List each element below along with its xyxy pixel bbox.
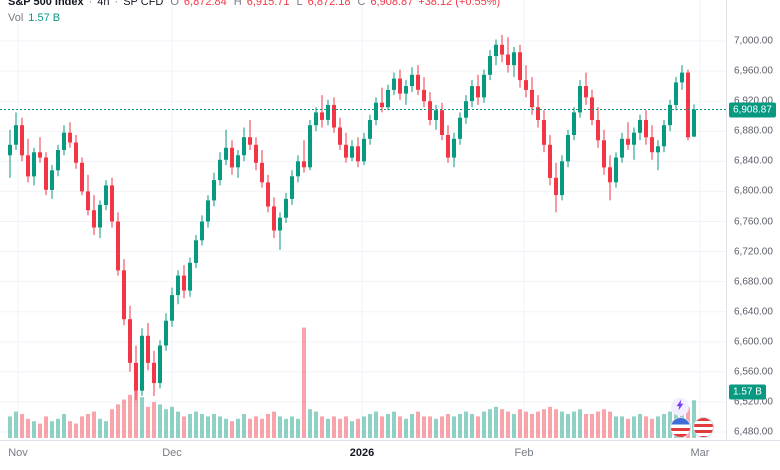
- price-tick-label: 6,840.00: [734, 155, 773, 167]
- low-label: L: [296, 0, 303, 8]
- price-tick-label: 6,800.00: [734, 185, 773, 197]
- price-tick-label: 6,920.00: [734, 96, 773, 107]
- price-tick-label: 6,640.00: [734, 306, 773, 318]
- price-tick-label: 6,600.00: [734, 336, 773, 348]
- price-axis[interactable]: 7,000.00 6,960.00 6,920.00 6,880.00 6,840.00…: [726, 0, 780, 440]
- price-tick-label: 6,720.00: [734, 246, 773, 257]
- close-label: C: [357, 0, 366, 8]
- time-tick-feb: Feb: [514, 447, 534, 459]
- volume-label: Vol: [8, 12, 24, 24]
- price-tick-label: 6,880.00: [734, 125, 773, 137]
- time-tick-nov: Nov: [8, 447, 28, 459]
- low-value: 6,872.18: [307, 0, 351, 8]
- change-value: +38.12 (+0.55%): [418, 0, 501, 8]
- flag-icon-1[interactable]: [670, 417, 691, 438]
- lightning-icon: [674, 398, 686, 416]
- volume-badge: 1.57 B: [729, 384, 766, 400]
- flag-icon-2[interactable]: [693, 417, 714, 438]
- high-label: H: [233, 0, 242, 8]
- volume-legend[interactable]: Vol 1.57 B: [8, 12, 60, 24]
- price-tick-label: 6,680.00: [734, 276, 773, 288]
- candlestick-chart[interactable]: [0, 0, 726, 440]
- close-value: 6,908.87: [370, 0, 414, 8]
- last-price-badge: 6,908.87: [729, 102, 776, 117]
- volume-series: [8, 327, 696, 438]
- open-value: 6,872.84: [183, 0, 227, 8]
- price-tick-label: 6,520.00: [734, 396, 773, 408]
- price-tick-label: 6,560.00: [734, 366, 773, 378]
- lightning-button[interactable]: [671, 398, 689, 416]
- symbol-legend[interactable]: S&P 500 Index · 4h · SP CFD O 6,872.84 H…: [8, 0, 500, 8]
- time-tick-dec: Dec: [162, 447, 182, 459]
- volume-value: 1.57 B: [28, 12, 61, 24]
- time-tick-2026: 2026: [349, 447, 375, 459]
- candles-series: [8, 35, 696, 401]
- price-tick-label: 7,000.00: [734, 35, 773, 47]
- time-tick-mar: Mar: [690, 447, 710, 459]
- high-value: 6,915.71: [246, 0, 290, 8]
- market-label: SP CFD: [123, 0, 164, 8]
- symbol-name[interactable]: S&P 500 Index: [8, 0, 84, 8]
- price-tick-label: 6,480.00: [734, 426, 773, 438]
- interval-label[interactable]: 4h: [97, 0, 110, 8]
- time-axis[interactable]: Nov Dec 2026 Feb Mar: [0, 440, 780, 470]
- price-tick-label: 6,960.00: [734, 65, 773, 77]
- price-tick-label: 6,760.00: [734, 216, 773, 227]
- open-label: O: [170, 0, 179, 8]
